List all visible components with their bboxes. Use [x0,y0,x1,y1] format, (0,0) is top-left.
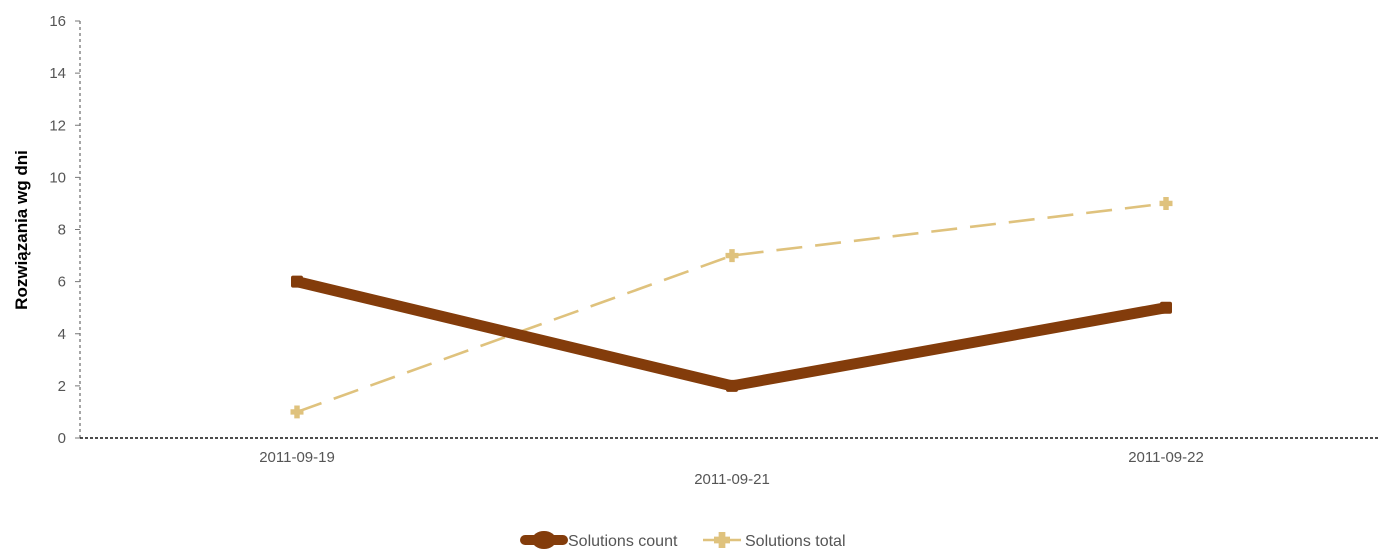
y-tick-label: 2 [58,378,66,395]
y-tick-label: 6 [58,274,66,291]
x-axis-ticks: 2011-09-19 2011-09-21 2011-09-22 [259,449,1204,488]
series-line [296,202,1167,414]
y-axis-ticks: 0 2 4 6 8 10 12 14 16 [49,13,80,447]
data-point [1159,196,1173,210]
y-tick-label: 16 [49,13,66,30]
series-line [291,276,1172,392]
legend-swatch-marker [532,531,556,549]
y-tick-label: 4 [58,326,66,343]
data-point [1160,301,1172,314]
x-tick-label: 2011-09-22 [1128,449,1204,466]
data-point [726,379,738,392]
y-tick-label: 12 [49,117,66,134]
y-tick-label: 0 [58,430,66,447]
y-tick-label: 10 [49,169,66,186]
data-point [290,405,304,419]
series-layer [290,196,1173,419]
data-point [725,249,739,263]
legend: Solutions count Solutions total [520,531,846,550]
x-tick-label: 2011-09-19 [259,449,335,466]
x-tick-label: 2011-09-21 [694,471,770,488]
legend-label: Solutions count [568,533,678,550]
series-solutions-count [291,275,1172,392]
series-solutions-total [290,196,1173,419]
y-axis-title: Rozwiązania wg dni [12,150,31,310]
legend-item-solutions-count: Solutions count [520,531,678,550]
legend-item-solutions-total: Solutions total [703,532,846,550]
legend-label: Solutions total [745,533,846,550]
y-tick-label: 8 [58,222,66,239]
y-tick-label: 14 [49,65,66,82]
legend-swatch-marker [714,532,730,548]
data-point [291,275,303,288]
